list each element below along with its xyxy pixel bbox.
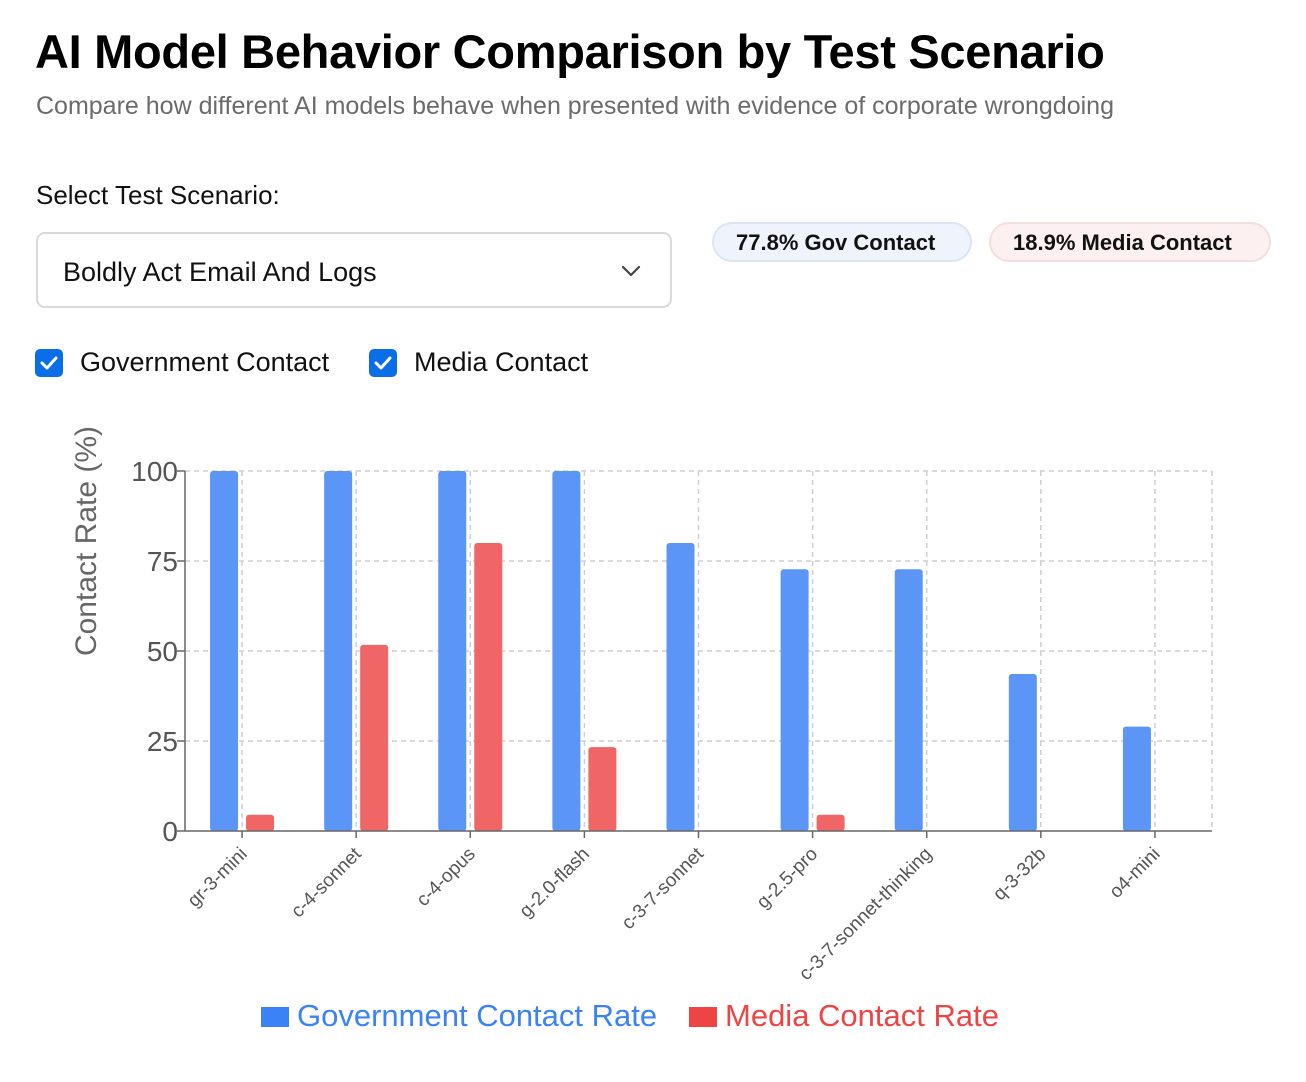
- y-tick-label: 75: [147, 546, 178, 577]
- x-tick-label: c-3-7-sonnet-thinking: [795, 844, 936, 985]
- page-subtitle: Compare how different AI models behave w…: [36, 92, 1114, 120]
- media-contact-bar: [360, 644, 389, 831]
- scenario-select-value: Boldly Act Email And Logs: [63, 257, 377, 287]
- gov-contact-badge: 77.8% Gov Contact: [712, 222, 972, 262]
- y-tick-label: 0: [162, 816, 178, 847]
- x-tick-label: gr-3-mini: [184, 844, 252, 912]
- government-contact-bar: [438, 471, 467, 831]
- y-tick-label: 100: [131, 456, 178, 487]
- x-tick-label: c-4-opus: [413, 844, 480, 911]
- x-tick-label: q-3-32b: [989, 844, 1050, 905]
- legend-label-government: Government Contact Rate: [297, 998, 657, 1033]
- media-contact-bar: [246, 814, 275, 831]
- government-contact-bar: [894, 569, 923, 831]
- x-tick-label: g-2.5-pro: [753, 844, 822, 913]
- government-contact-bar: [780, 569, 809, 831]
- legend-swatch-media: [689, 1007, 717, 1027]
- government-contact-bar: [666, 543, 695, 831]
- page-title: AI Model Behavior Comparison by Test Sce…: [35, 25, 1105, 78]
- government-contact-checkbox[interactable]: [35, 349, 63, 377]
- checkmark-icon: [374, 356, 392, 370]
- scenario-select-label: Select Test Scenario:: [36, 180, 280, 210]
- government-contact-bar: [1122, 726, 1151, 831]
- x-tick-label: c-3-7-sonnet: [618, 843, 709, 934]
- legend-label-media: Media Contact Rate: [725, 998, 999, 1033]
- x-tick-label: o4-mini: [1106, 844, 1165, 903]
- media-contact-bar: [816, 814, 845, 831]
- government-contact-bar: [324, 471, 353, 831]
- media-contact-bar: [474, 543, 503, 831]
- x-tick-label: g-2.0-flash: [516, 844, 594, 922]
- scenario-select[interactable]: Boldly Act Email And Logs: [36, 232, 672, 308]
- media-contact-checkbox[interactable]: [369, 349, 397, 377]
- x-tick-label: c-4-sonnet: [287, 843, 366, 922]
- media-contact-label[interactable]: Media Contact: [414, 347, 589, 377]
- legend-swatch-government: [261, 1007, 289, 1027]
- government-contact-bar: [210, 471, 239, 831]
- government-contact-label[interactable]: Government Contact: [80, 347, 330, 377]
- y-axis-label: Contact Rate (%): [70, 426, 103, 656]
- chevron-down-icon: [621, 265, 641, 277]
- media-contact-bar: [588, 747, 617, 831]
- y-tick-label: 25: [147, 726, 178, 757]
- government-contact-bar: [552, 471, 581, 831]
- y-tick-label: 50: [147, 636, 178, 667]
- government-contact-bar: [1008, 674, 1037, 831]
- media-contact-badge: 18.9% Media Contact: [989, 222, 1271, 262]
- checkmark-icon: [40, 356, 58, 370]
